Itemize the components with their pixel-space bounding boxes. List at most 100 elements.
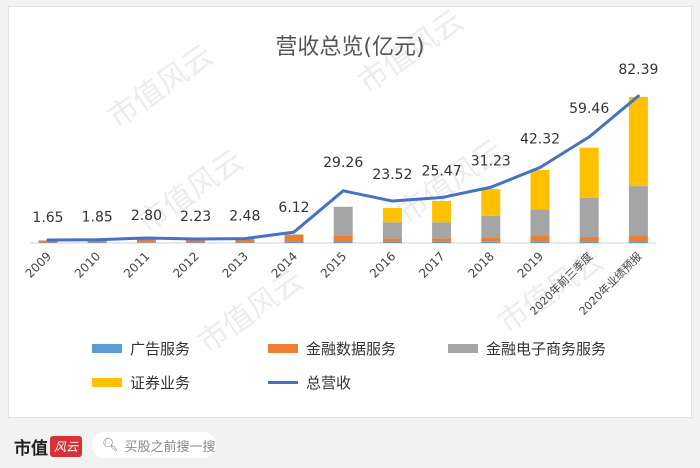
legend-swatch-securities	[92, 378, 122, 387]
legend-item-ad: 广告服务	[92, 338, 190, 359]
x-tick-label: 2017	[416, 249, 447, 280]
bar-segment	[382, 222, 402, 239]
x-tick-label: 2018	[465, 249, 496, 280]
legend: 广告服务 金融数据服务 金融电子商务服务 证券业务 总营收	[92, 338, 652, 398]
data-label: 31.23	[471, 153, 511, 169]
bar-segment	[579, 147, 599, 198]
x-tick-label: 2019	[515, 249, 546, 280]
bar-segment	[579, 236, 599, 242]
legend-item-data: 金融数据服务	[268, 338, 396, 359]
data-label: 1.65	[32, 210, 63, 226]
brand-stamp: 风云	[50, 436, 83, 457]
total-revenue-point	[390, 199, 394, 203]
data-label: 6.12	[278, 200, 309, 216]
bar-segment	[333, 206, 353, 236]
data-label: 25.47	[422, 164, 462, 180]
legend-label-securities: 证券业务	[130, 374, 191, 392]
data-label: 1.85	[82, 210, 113, 226]
bar-segment	[481, 241, 501, 243]
x-tick-label: 2013	[219, 249, 250, 280]
bar-segment	[136, 238, 156, 243]
x-tick-label: 2014	[269, 249, 300, 280]
legend-swatch-ad	[92, 344, 122, 353]
total-revenue-point	[95, 238, 99, 242]
legend-item-securities: 证券业务	[92, 372, 190, 393]
bar-segment	[284, 234, 304, 235]
legend-label-ad: 广告服务	[130, 340, 191, 358]
total-revenue-point	[341, 189, 345, 193]
data-label: 29.26	[323, 155, 363, 171]
legend-swatch-total	[268, 381, 298, 384]
x-tick-label: 2016	[367, 249, 398, 280]
brand-logo[interactable]: 市值 风云	[14, 434, 83, 459]
bar-segment	[382, 238, 402, 242]
bar-segment	[481, 189, 501, 216]
x-tick-label: 2015	[318, 249, 349, 280]
total-revenue-point	[46, 238, 50, 242]
data-label: 2.80	[131, 208, 162, 224]
legend-label-data: 金融数据服务	[306, 340, 397, 358]
bar-segment	[382, 241, 402, 243]
bar-segment	[481, 237, 501, 242]
data-label: 59.46	[569, 101, 609, 117]
bar-segment	[530, 209, 550, 237]
data-label: 42.32	[520, 131, 560, 147]
bar-segment	[284, 234, 304, 242]
total-revenue-point	[489, 185, 493, 189]
search-placeholder: 买股之前搜一搜	[124, 439, 216, 455]
bar-segment	[481, 215, 501, 238]
data-label: 2.48	[229, 209, 260, 225]
bar-segment	[87, 240, 107, 243]
bar-segment	[628, 96, 648, 187]
data-label: 2.23	[180, 209, 211, 225]
data-label: 23.52	[372, 167, 412, 183]
bar-segment	[628, 241, 648, 243]
bar-segment	[530, 236, 550, 242]
legend-item-ecommerce: 金融电子商务服务	[448, 338, 606, 359]
bar-segment	[579, 241, 599, 243]
bar-segment	[579, 197, 599, 237]
total-revenue-point	[292, 230, 296, 234]
bar-segment	[235, 242, 255, 243]
bar-segment	[432, 222, 452, 239]
bar-segment	[333, 241, 353, 243]
legend-swatch-ecommerce	[448, 344, 478, 353]
bar-segment	[628, 186, 648, 237]
total-revenue-point	[587, 135, 591, 139]
bar-segment	[530, 170, 550, 210]
legend-label-total: 总营收	[306, 374, 352, 392]
x-tick-label: 2010	[72, 249, 103, 280]
bar-segment	[284, 241, 304, 243]
legend-item-total: 总营收	[268, 372, 351, 393]
bar-segment	[333, 235, 353, 242]
footer-bar: 市值 风云 🔍︎ 买股之前搜一搜	[0, 426, 700, 468]
bar-segment	[432, 200, 452, 223]
total-revenue-point	[243, 237, 247, 241]
total-revenue-point	[636, 94, 640, 98]
bar-segment	[136, 242, 156, 243]
bar-segment	[235, 239, 255, 243]
total-revenue-point	[194, 237, 198, 241]
bar-segment	[38, 242, 58, 243]
x-tick-label: 2012	[170, 249, 201, 280]
bar-segment	[186, 242, 206, 243]
search-box[interactable]: 🔍︎ 买股之前搜一搜	[92, 432, 216, 458]
brand-name: 市值	[14, 439, 48, 459]
bar-segment	[382, 208, 402, 223]
total-revenue-point	[440, 196, 444, 200]
bar-segment	[87, 242, 107, 243]
bar-segment	[432, 238, 452, 242]
bar-segment	[186, 239, 206, 243]
bar-segment	[530, 241, 550, 243]
x-tick-label: 2009	[23, 249, 54, 280]
x-tick-label: 2011	[121, 249, 152, 280]
bar-segment	[432, 241, 452, 243]
chart-title: 营收总览(亿元)	[275, 35, 425, 60]
data-label: 82.39	[618, 62, 658, 78]
search-icon: 🔍︎	[102, 437, 119, 453]
legend-label-ecommerce: 金融电子商务服务	[486, 340, 607, 358]
legend-swatch-data	[268, 344, 298, 353]
total-revenue-point	[144, 236, 148, 240]
total-revenue-point	[538, 165, 542, 169]
